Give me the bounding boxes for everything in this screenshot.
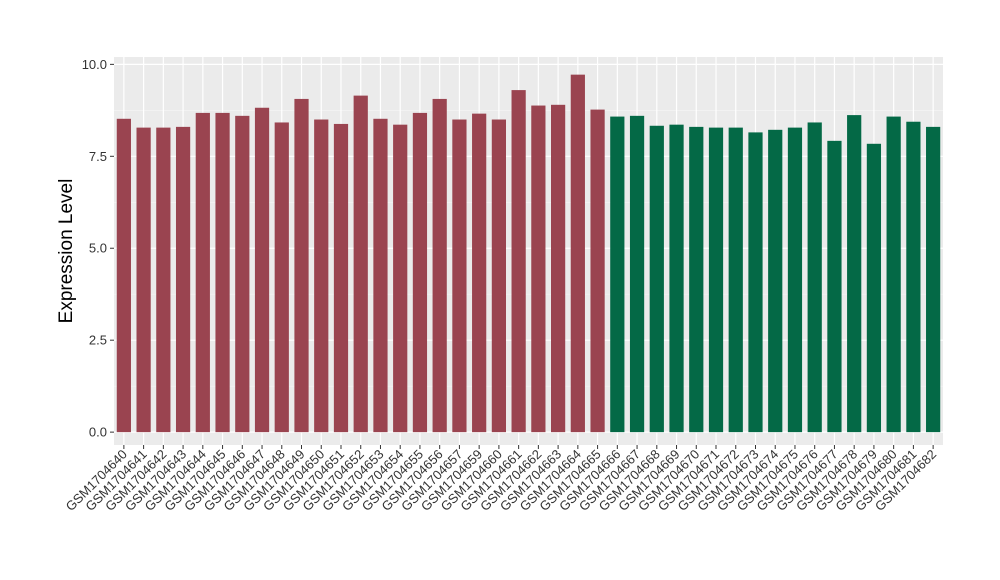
bar-GSM1704655	[412, 112, 428, 433]
bar-GSM1704674	[768, 129, 783, 433]
bar-GSM1704667	[629, 115, 645, 433]
bar-GSM1704668	[649, 125, 664, 433]
bar-GSM1704659	[472, 113, 487, 433]
bar-GSM1704663	[551, 104, 566, 433]
bar-GSM1704681	[906, 121, 921, 433]
bar-GSM1704675	[787, 127, 803, 433]
bar-GSM1704652	[353, 95, 368, 433]
bar-GSM1704660	[491, 119, 506, 433]
bars	[116, 74, 941, 433]
bar-GSM1704656	[432, 98, 447, 433]
bar-GSM1704665	[590, 109, 605, 433]
bar-GSM1704680	[886, 116, 901, 433]
bar-GSM1704666	[610, 116, 625, 433]
bar-GSM1704661	[511, 90, 526, 433]
bar-GSM1704641	[136, 127, 151, 433]
bar-GSM1704643	[175, 126, 191, 433]
y-tick-label: 7.5	[89, 149, 107, 164]
bar-GSM1704645	[215, 112, 230, 433]
bar-GSM1704657	[452, 119, 467, 433]
y-tick-label: 0.0	[89, 425, 107, 440]
bar-GSM1704673	[748, 132, 763, 433]
y-axis-title: Expression Level	[56, 179, 77, 324]
bar-GSM1704677	[827, 140, 842, 433]
bar-GSM1704640	[116, 118, 131, 433]
bar-GSM1704672	[728, 127, 743, 433]
bar-GSM1704653	[373, 118, 388, 433]
bar-GSM1704664	[570, 74, 585, 433]
bar-GSM1704654	[393, 124, 408, 433]
bar-GSM1704670	[689, 126, 704, 433]
y-axis: 0.0 2.5 5.0 7.5 10.0	[82, 57, 114, 440]
bar-GSM1704678	[847, 115, 862, 433]
bar-GSM1704644	[195, 112, 210, 433]
bar-GSM1704642	[156, 127, 171, 433]
bar-GSM1704679	[866, 143, 882, 433]
bar-GSM1704649	[294, 98, 309, 433]
bar-GSM1704647	[254, 107, 270, 433]
y-tick-label: 5.0	[89, 241, 107, 256]
bar-GSM1704669	[669, 124, 684, 433]
bar-GSM1704646	[235, 115, 250, 433]
bar-GSM1704671	[708, 127, 724, 433]
y-tick-label: 2.5	[89, 333, 107, 348]
bar-GSM1704651	[333, 123, 349, 433]
bar-GSM1704662	[531, 105, 546, 433]
bar-GSM1704682	[926, 126, 941, 433]
x-axis: GSM1704640GSM1704641GSM1704642GSM1704643…	[63, 445, 939, 514]
plot-panel	[114, 57, 943, 445]
bar-GSM1704650	[314, 119, 329, 433]
bar-GSM1704676	[807, 122, 822, 433]
y-tick-label: 10.0	[82, 57, 107, 72]
bar-GSM1704648	[274, 122, 289, 433]
